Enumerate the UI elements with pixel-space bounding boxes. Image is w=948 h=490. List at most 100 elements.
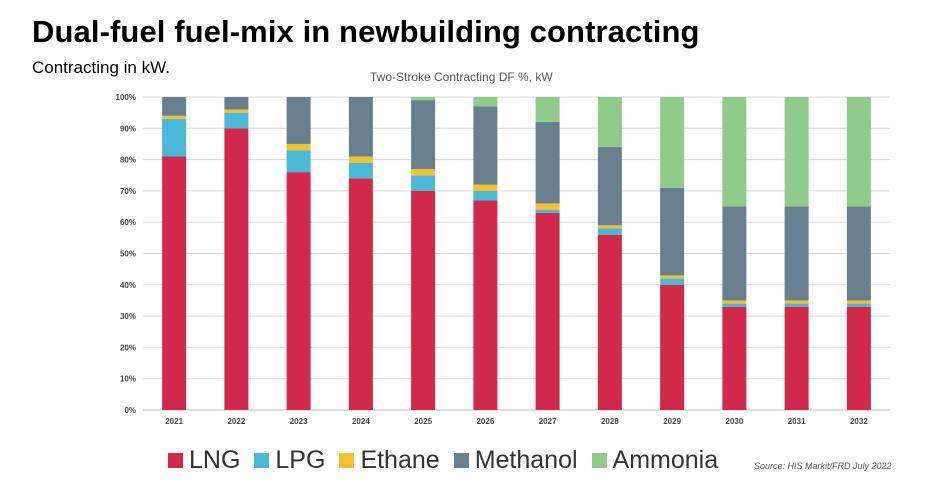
x-tick-label: 2030: [725, 417, 743, 426]
bar-segment-methanol-2022[interactable]: [224, 97, 249, 110]
y-tick-label: 40%: [120, 281, 136, 290]
y-tick-label: 60%: [120, 218, 136, 227]
x-tick-label: 2024: [352, 417, 370, 426]
bar-segment-lpg-2030[interactable]: [722, 303, 747, 307]
bar-segment-ammonia-2029[interactable]: [660, 97, 685, 188]
x-tick-label: 2026: [476, 417, 494, 426]
bar-segment-lpg-2032[interactable]: [846, 303, 871, 307]
bar-segment-lpg-2023[interactable]: [286, 150, 311, 173]
bar-segment-ammonia-2025[interactable]: [411, 97, 436, 101]
x-tick-label: 2031: [788, 417, 806, 426]
legend-label: Methanol: [474, 446, 578, 474]
bar-segment-lpg-2025[interactable]: [411, 175, 436, 191]
legend-swatch: [591, 453, 607, 468]
bar-segment-ammonia-2032[interactable]: [846, 97, 871, 207]
bar-segment-lpg-2024[interactable]: [348, 162, 373, 179]
bar-segment-ethane-2024[interactable]: [348, 156, 373, 163]
bar-segment-lng-2032[interactable]: [846, 306, 871, 410]
bar-segment-ammonia-2028[interactable]: [597, 97, 622, 148]
x-tick-label: 2027: [539, 417, 557, 426]
bar-segment-lpg-2021[interactable]: [162, 118, 187, 157]
bar-segment-lng-2027[interactable]: [535, 212, 560, 410]
legend-swatch: [453, 453, 469, 468]
bar-segment-ammonia-2030[interactable]: [722, 97, 747, 207]
page-subtitle: Contracting in kW.: [32, 58, 170, 77]
x-tick-label: 2029: [663, 417, 681, 426]
bar-segment-ammonia-2026[interactable]: [473, 97, 498, 107]
bar-segment-ethane-2027[interactable]: [535, 203, 560, 210]
y-tick-label: 20%: [120, 343, 136, 352]
bar-segment-methanol-2023[interactable]: [286, 97, 311, 144]
bar-segment-methanol-2021[interactable]: [162, 97, 187, 116]
y-tick-label: 70%: [120, 187, 136, 196]
x-tick-label: 2032: [850, 417, 868, 426]
x-tick-label: 2028: [601, 417, 619, 426]
bar-segment-lng-2024[interactable]: [348, 178, 373, 410]
legend-item-ammonia[interactable]: Ammonia: [591, 446, 719, 475]
bar-segment-lng-2030[interactable]: [722, 306, 747, 410]
x-tick-label: 2021: [165, 417, 183, 426]
legend-swatch: [168, 453, 183, 468]
bar-segment-methanol-2025[interactable]: [411, 100, 436, 169]
bar-segment-lng-2025[interactable]: [411, 190, 436, 410]
bar-segment-lng-2026[interactable]: [473, 200, 498, 410]
bar-segment-methanol-2030[interactable]: [722, 206, 747, 301]
bar-segment-ethane-2022[interactable]: [224, 109, 249, 113]
y-tick-label: 50%: [120, 250, 136, 259]
bar-segment-lng-2023[interactable]: [286, 172, 311, 410]
bar-segment-ethane-2026[interactable]: [473, 184, 498, 191]
bar-segment-ethane-2029[interactable]: [660, 275, 685, 279]
bar-segment-lng-2022[interactable]: [224, 128, 249, 411]
y-tick-label: 30%: [120, 312, 136, 321]
bar-segment-methanol-2028[interactable]: [597, 147, 622, 226]
legend-item-methanol[interactable]: Methanol: [453, 446, 578, 475]
bar-segment-lng-2028[interactable]: [597, 234, 622, 410]
bar-segment-ethane-2030[interactable]: [722, 300, 747, 304]
bar-segment-ethane-2025[interactable]: [411, 168, 436, 176]
bar-segment-lpg-2029[interactable]: [660, 278, 685, 285]
legend-item-ethane[interactable]: Ethane: [339, 446, 440, 475]
chart-title: Two-Stroke Contracting DF %, kW: [370, 70, 553, 84]
bar-segment-methanol-2026[interactable]: [473, 106, 498, 185]
bar-segment-ethane-2021[interactable]: [162, 115, 187, 119]
legend-item-lpg[interactable]: LPG: [254, 446, 325, 475]
bar-segment-ethane-2032[interactable]: [846, 300, 871, 304]
bar-segment-methanol-2027[interactable]: [535, 122, 560, 204]
bar-segment-ethane-2023[interactable]: [286, 143, 311, 151]
bar-segment-lpg-2028[interactable]: [597, 228, 622, 235]
legend-item-lng[interactable]: LNG: [168, 446, 240, 475]
bar-segment-ammonia-2027[interactable]: [535, 97, 560, 123]
legend-label: LNG: [189, 446, 241, 474]
bar-segment-methanol-2031[interactable]: [784, 206, 809, 301]
bar-segment-lng-2031[interactable]: [784, 306, 809, 410]
bar-segment-lpg-2027[interactable]: [535, 209, 560, 213]
bar-segment-lpg-2026[interactable]: [473, 190, 498, 201]
y-tick-label: 0%: [124, 406, 136, 415]
bar-segment-lng-2021[interactable]: [162, 156, 187, 410]
chart-legend: LNG LPG Ethane Methanol Ammonia: [168, 446, 732, 475]
y-tick-label: 100%: [116, 93, 136, 102]
x-tick-label: 2025: [414, 417, 432, 426]
legend-swatch: [254, 453, 270, 468]
bar-segment-methanol-2024[interactable]: [348, 97, 373, 157]
bar-segment-lng-2029[interactable]: [660, 284, 685, 410]
bar-segment-methanol-2029[interactable]: [660, 187, 685, 276]
x-tick-label: 2022: [227, 417, 245, 426]
legend-swatch: [339, 453, 355, 468]
y-tick-label: 10%: [120, 375, 136, 384]
bar-segment-ethane-2028[interactable]: [597, 225, 622, 229]
bar-segment-lpg-2022[interactable]: [224, 112, 249, 129]
y-tick-label: 80%: [120, 156, 136, 165]
legend-label: Ethane: [360, 446, 440, 474]
bar-segment-methanol-2032[interactable]: [846, 206, 871, 301]
legend-label: Ammonia: [612, 446, 719, 474]
bar-segment-ethane-2031[interactable]: [784, 300, 809, 304]
bar-segment-lpg-2031[interactable]: [784, 303, 809, 307]
bar-segment-ammonia-2031[interactable]: [784, 97, 809, 207]
page-title: Dual-fuel fuel-mix in newbuilding contra…: [32, 14, 700, 49]
source-note: Source: HIS Markit/FRD July 2022: [754, 461, 892, 471]
y-tick-label: 90%: [120, 124, 136, 133]
legend-label: LPG: [275, 446, 326, 474]
x-tick-label: 2023: [290, 417, 308, 426]
